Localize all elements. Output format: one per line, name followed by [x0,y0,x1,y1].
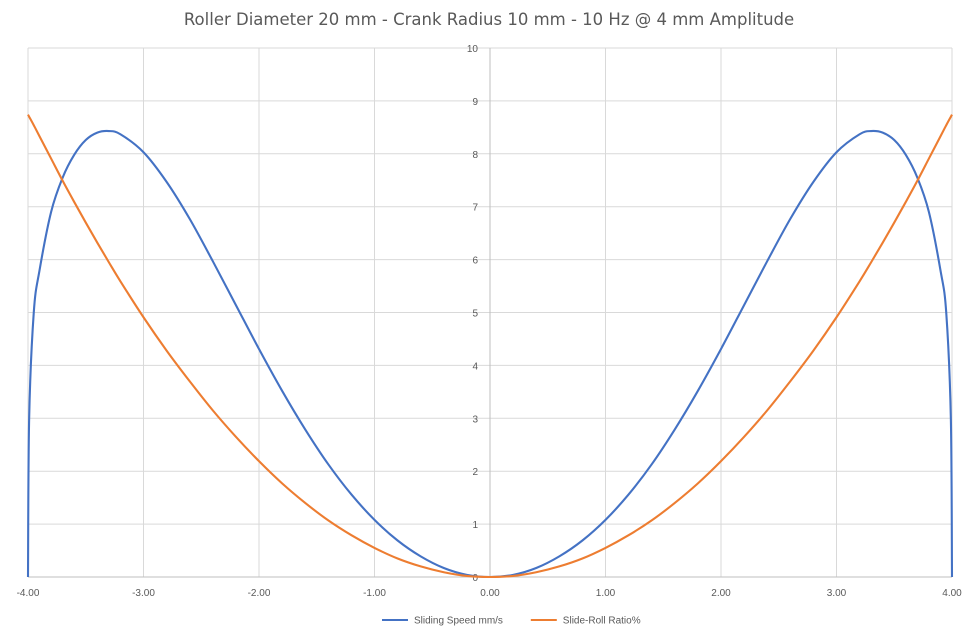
series-lines [26,114,954,579]
legend: Sliding Speed mm/s Slide-Roll Ratio% [382,616,641,627]
x-tick-label: -1.00 [363,588,386,599]
y-tick-label: 1 [472,520,478,531]
y-tick-label: 6 [472,256,478,267]
y-tick-label: 5 [472,309,478,320]
x-tick-label: -2.00 [248,588,271,599]
x-tick-label: -3.00 [132,588,155,599]
y-tick-label: 2 [472,467,478,478]
y-tick-label: 7 [472,203,478,214]
x-tick-label: 4.00 [942,588,962,599]
x-tick-label: 0.00 [480,588,500,599]
y-tick-label: 10 [467,44,479,55]
axes: -4.00 -3.00 -2.00 -1.00 0.00 1.00 2.00 3.00 4.00… [17,44,963,599]
x-tick-label: 3.00 [827,588,847,599]
x-tick-label: 1.00 [596,588,616,599]
series-line-2 [27,114,953,579]
x-tick-label: -4.00 [17,588,40,599]
y-tick-label: 0 [472,573,478,584]
chart-title: Roller Diameter 20 mm - Crank Radius 10 … [183,10,795,29]
legend-label-1: Sliding Speed mm/s [414,616,503,627]
y-tick-label: 3 [472,414,478,425]
y-tick-label: 9 [472,97,478,108]
y-tick-label: 4 [472,361,478,372]
y-tick-label: 8 [472,150,478,161]
x-tick-label: 2.00 [711,588,731,599]
legend-label-2: Slide-Roll Ratio% [563,616,641,627]
